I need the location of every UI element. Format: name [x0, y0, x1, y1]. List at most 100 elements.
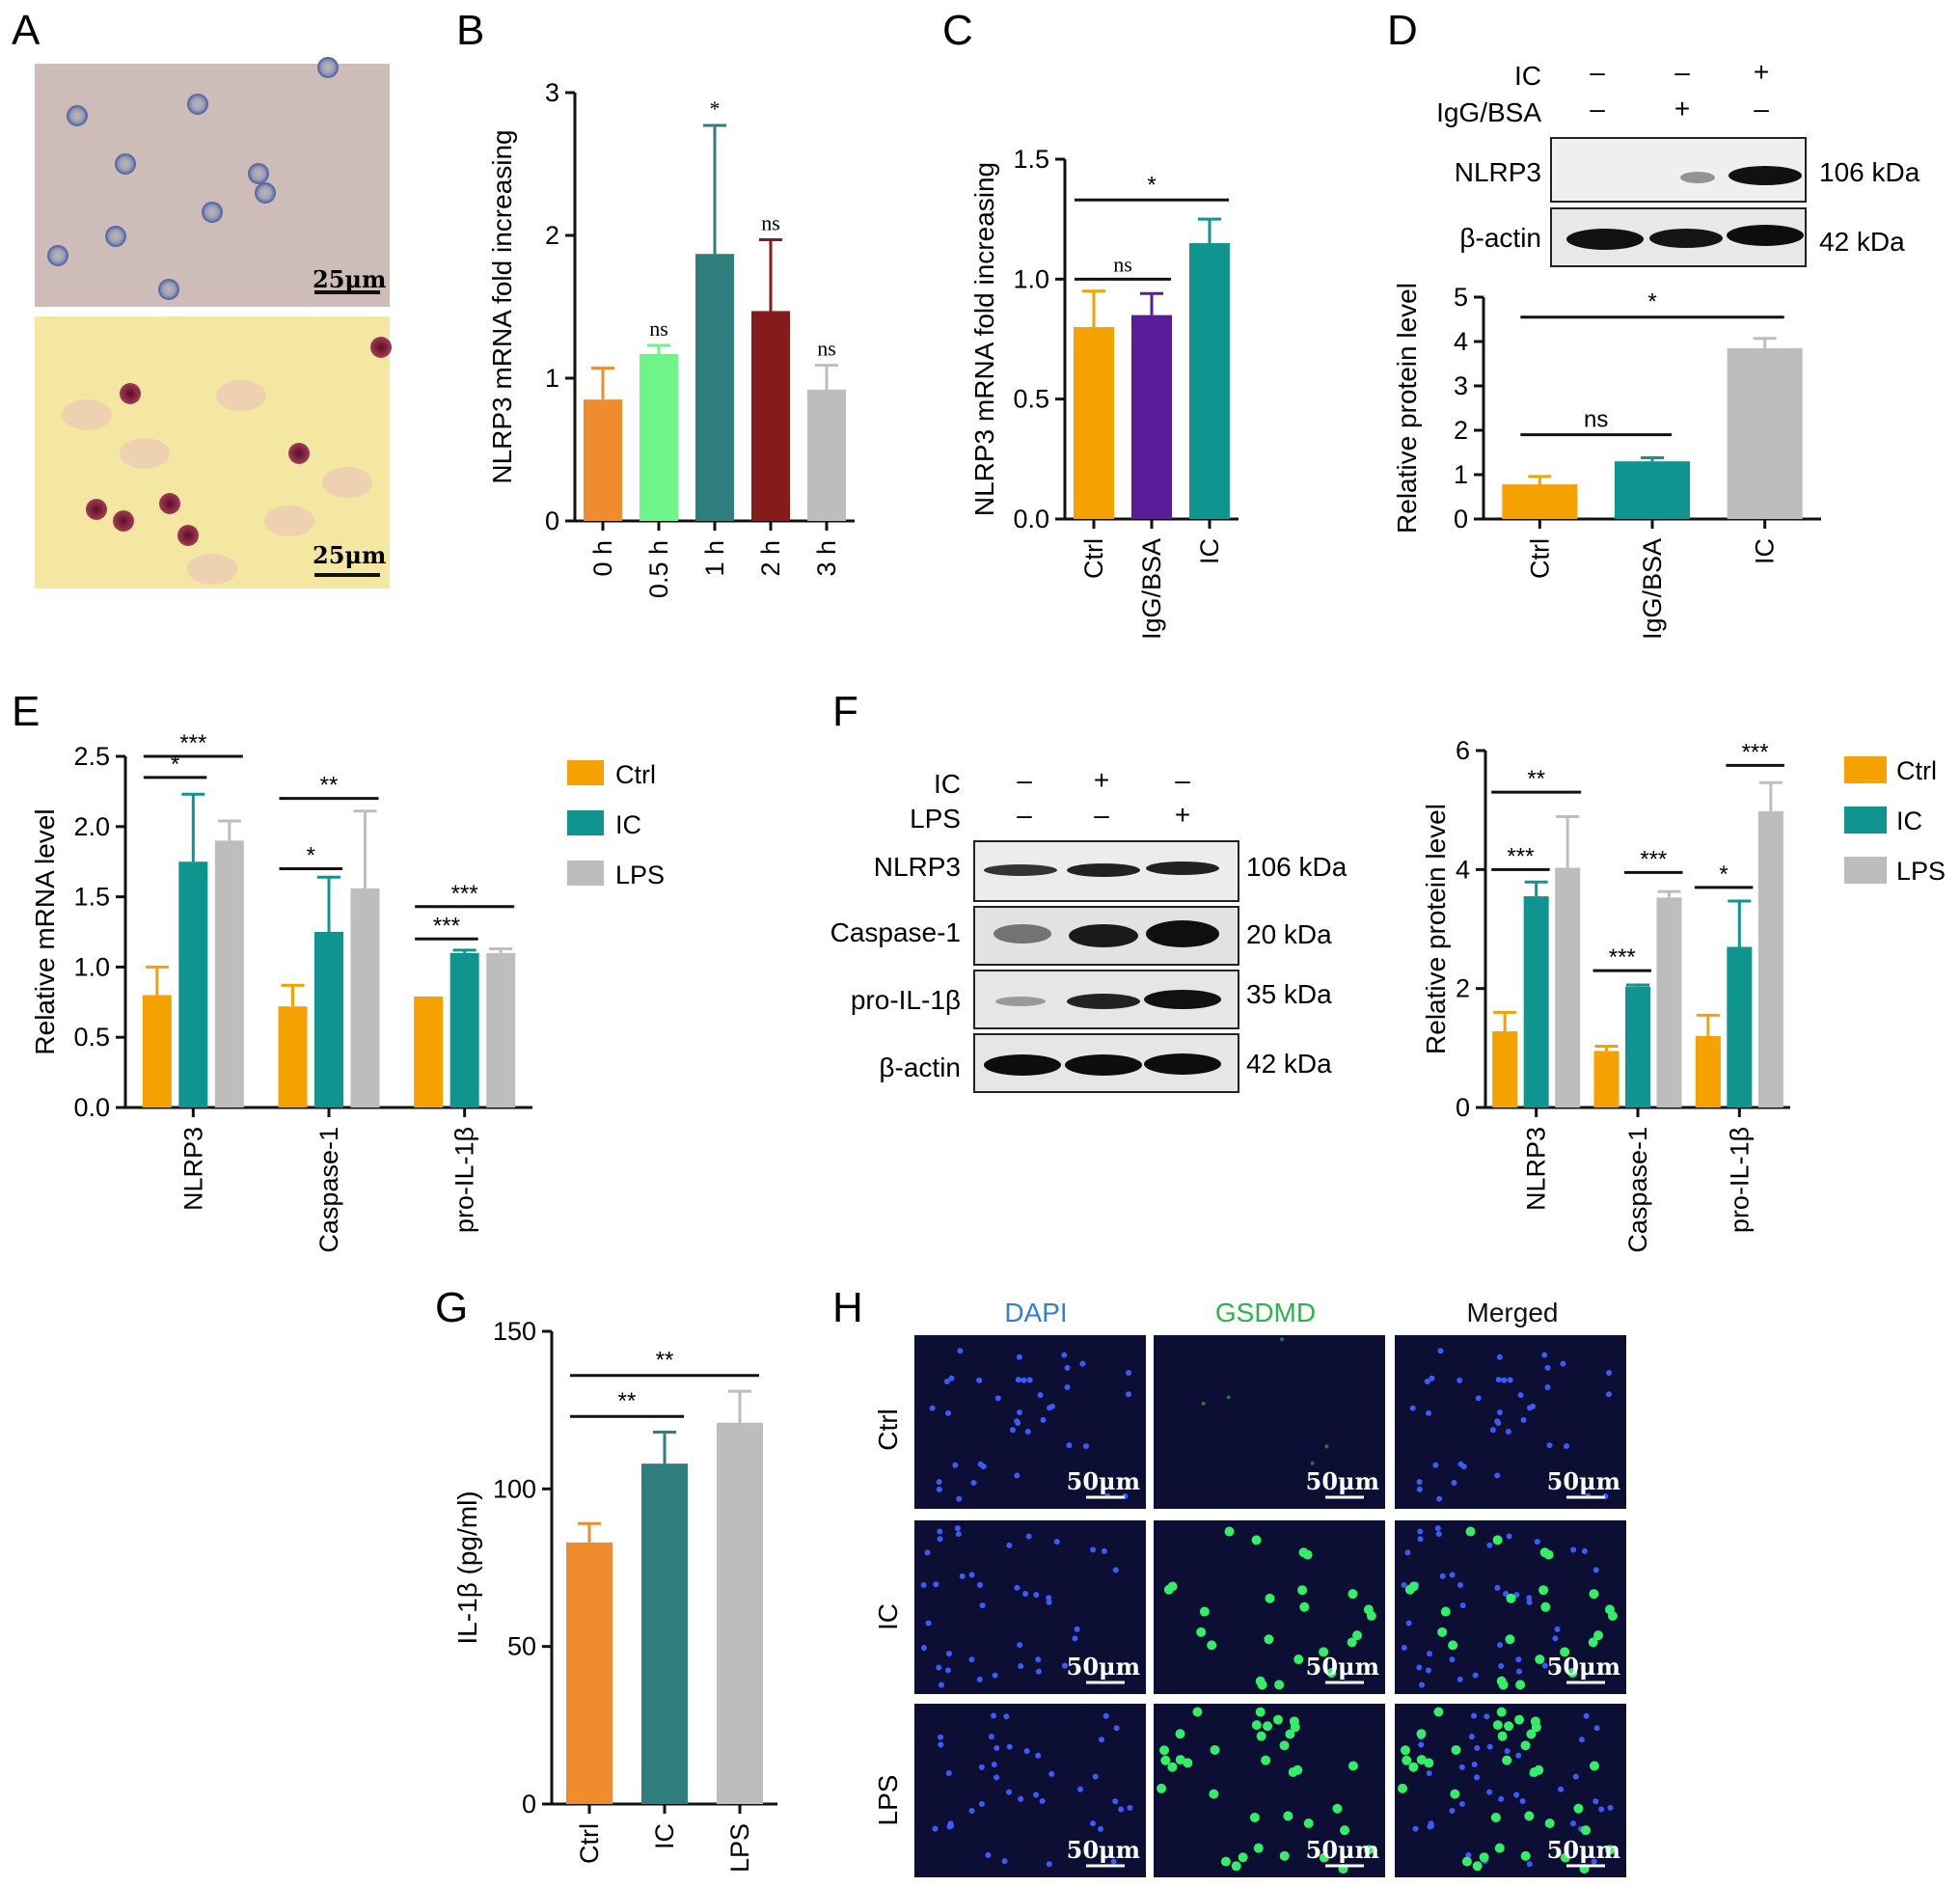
h-nucleus: [1495, 1377, 1502, 1383]
panel-a: 25μm 25μm: [35, 57, 392, 588]
cell-faint: [264, 506, 314, 536]
h-nucleus: [1607, 1804, 1614, 1811]
h-nucleus: [1082, 1443, 1089, 1450]
chart-g-ytick-label: 100: [493, 1474, 536, 1503]
chart-f-bar-ic: [1727, 946, 1753, 1108]
h-nucleus: [1544, 1364, 1551, 1371]
cell-faint: [120, 438, 170, 469]
chart-e-bar-lps: [486, 952, 516, 1108]
h-gsdmd-cell: [1451, 1744, 1461, 1755]
blot-d-igg-1: –: [1590, 94, 1605, 123]
legend-e-lps: LPS: [615, 861, 665, 889]
chart-e-bracket-label: ***: [179, 730, 206, 756]
legend-f-lps: LPS: [1896, 857, 1946, 886]
h-nucleus: [1437, 1348, 1444, 1354]
chart-f-bracket-label: ***: [1507, 843, 1534, 869]
h-nucleus: [1416, 1486, 1423, 1492]
h-nucleus: [1426, 1409, 1432, 1416]
h-gsdmd-cell: [1514, 1714, 1525, 1725]
h-nucleus: [1498, 1795, 1505, 1802]
legend-f-swatch-ic: [1844, 807, 1887, 834]
chart-e-xtick-label: pro-IL-1β: [450, 1127, 479, 1233]
h-nucleus: [1090, 1820, 1097, 1827]
h-nucleus: [994, 1745, 1000, 1752]
h-nucleus: [1022, 1591, 1029, 1598]
h-gsdmd-cell: [1363, 1604, 1374, 1615]
h-nucleus: [1014, 1584, 1021, 1591]
chart-g-bar: [717, 1422, 763, 1804]
h-nucleus: [970, 1479, 977, 1486]
cell-red: [288, 443, 310, 464]
chart-e-bar-ctrl: [278, 1006, 308, 1108]
h-nucleus: [944, 1667, 951, 1674]
h-image-lps-merged: [1395, 1704, 1626, 1877]
h-gsdmd-cell: [1402, 1755, 1412, 1765]
h-gsdmd-cell: [1465, 1526, 1476, 1537]
panel-label-g: G: [435, 1284, 468, 1331]
h-nucleus: [1503, 1591, 1510, 1598]
panel-label-f: F: [832, 688, 858, 735]
h-gsdmd-cell: [1401, 1745, 1411, 1756]
h-nucleus: [1424, 1379, 1430, 1385]
h-gsdmd-cell: [1348, 1589, 1358, 1600]
blot-d-igg-3: –: [1754, 94, 1769, 123]
cell-faint: [216, 380, 266, 411]
blot-f-proil-band-2: [1067, 994, 1140, 1009]
chart-c-bar: [1074, 327, 1114, 519]
chart-g-bracket-label: **: [656, 1348, 674, 1374]
chart-c: 0.0 0.5 1.0 1.5 NLRP3 mRNA fold increasing Ct…: [969, 145, 1239, 640]
blot-f-size-actin: 42 kDa: [1246, 1049, 1332, 1079]
chart-e-bar-lps: [214, 840, 244, 1108]
h-nucleus: [1583, 1712, 1590, 1719]
legend-e: Ctrl IC LPS: [567, 760, 665, 889]
panel-labels: A B C D E F G H: [12, 7, 1418, 1331]
h-image-grid: 50μm 50μm 50μm 50μm 50μm 50μm 50μm 50μm 50μm: [914, 1335, 1626, 1877]
h-nucleus: [1494, 1472, 1501, 1479]
h-gsdmd-cell: [1253, 1843, 1264, 1853]
h-nucleus: [1475, 1395, 1482, 1402]
chart-f-ytick-label: 4: [1456, 855, 1470, 884]
h-gsdmd-cell: [1520, 1850, 1531, 1861]
h-gsdmd-cell: [1251, 1720, 1262, 1731]
h-nucleus: [936, 1479, 942, 1486]
h-nucleus: [1534, 1539, 1540, 1545]
h-gsdmd-cell: [1261, 1755, 1271, 1765]
h-nucleus: [1416, 1664, 1423, 1671]
chart-g-xtick-label: IC: [650, 1823, 679, 1849]
chart-b-xtick-label: 0.5 h: [644, 540, 673, 598]
blot-d-actin-band-3: [1727, 225, 1804, 246]
blot-f-size-casp1: 20 kDa: [1246, 919, 1332, 949]
h-image-lps-dapi: [914, 1704, 1146, 1877]
h-scale-label: 50μm: [1306, 1467, 1379, 1495]
h-nucleus: [936, 1664, 942, 1671]
h-gsdmd-cell: [1220, 1856, 1231, 1867]
chart-f-ytick-label: 2: [1456, 974, 1470, 1003]
blot-d-ic-1: –: [1590, 57, 1605, 87]
chart-b-sig-label: ns: [761, 210, 780, 234]
chart-g-ytick-label: 50: [507, 1632, 536, 1661]
h-nucleus: [956, 1495, 963, 1502]
chart-c-ytick-label: 1.5: [1013, 145, 1049, 174]
chart-e-ytick-label: 1.5: [73, 883, 110, 912]
h-nucleus: [1505, 1428, 1511, 1435]
h-nucleus: [1401, 1582, 1407, 1589]
chart-d: 0 1 2 3 4 5 Relative protein level Ctrl IgG/BSA I…: [1392, 283, 1821, 640]
h-nucleus: [1024, 1428, 1031, 1435]
h-nucleus: [1486, 1743, 1493, 1750]
panel-label-d: D: [1387, 7, 1418, 54]
h-nucleus: [1416, 1479, 1423, 1486]
legend-e-swatch-ic: [567, 810, 604, 835]
h-nucleus: [1003, 1713, 1010, 1720]
chart-e: 0.0 0.5 1.0 1.5 2.0 2.5 Relative mRNA level NLR…: [30, 730, 532, 1253]
chart-f-bar-ctrl: [1695, 1036, 1721, 1108]
chart-e-xtick-label: Caspase-1: [314, 1127, 343, 1253]
h-nucleus: [955, 1531, 962, 1538]
h-gsdmd-cell: [1352, 1630, 1363, 1641]
blot-f-row-ic: IC: [934, 769, 961, 799]
h-col-dapi: DAPI: [1004, 1298, 1067, 1327]
h-gsdmd-cell: [1289, 1716, 1299, 1727]
legend-e-ctrl: Ctrl: [615, 760, 656, 789]
h-nucleus: [1064, 1364, 1071, 1371]
h-nucleus: [1409, 1405, 1416, 1411]
h-nucleus: [1009, 1427, 1016, 1434]
